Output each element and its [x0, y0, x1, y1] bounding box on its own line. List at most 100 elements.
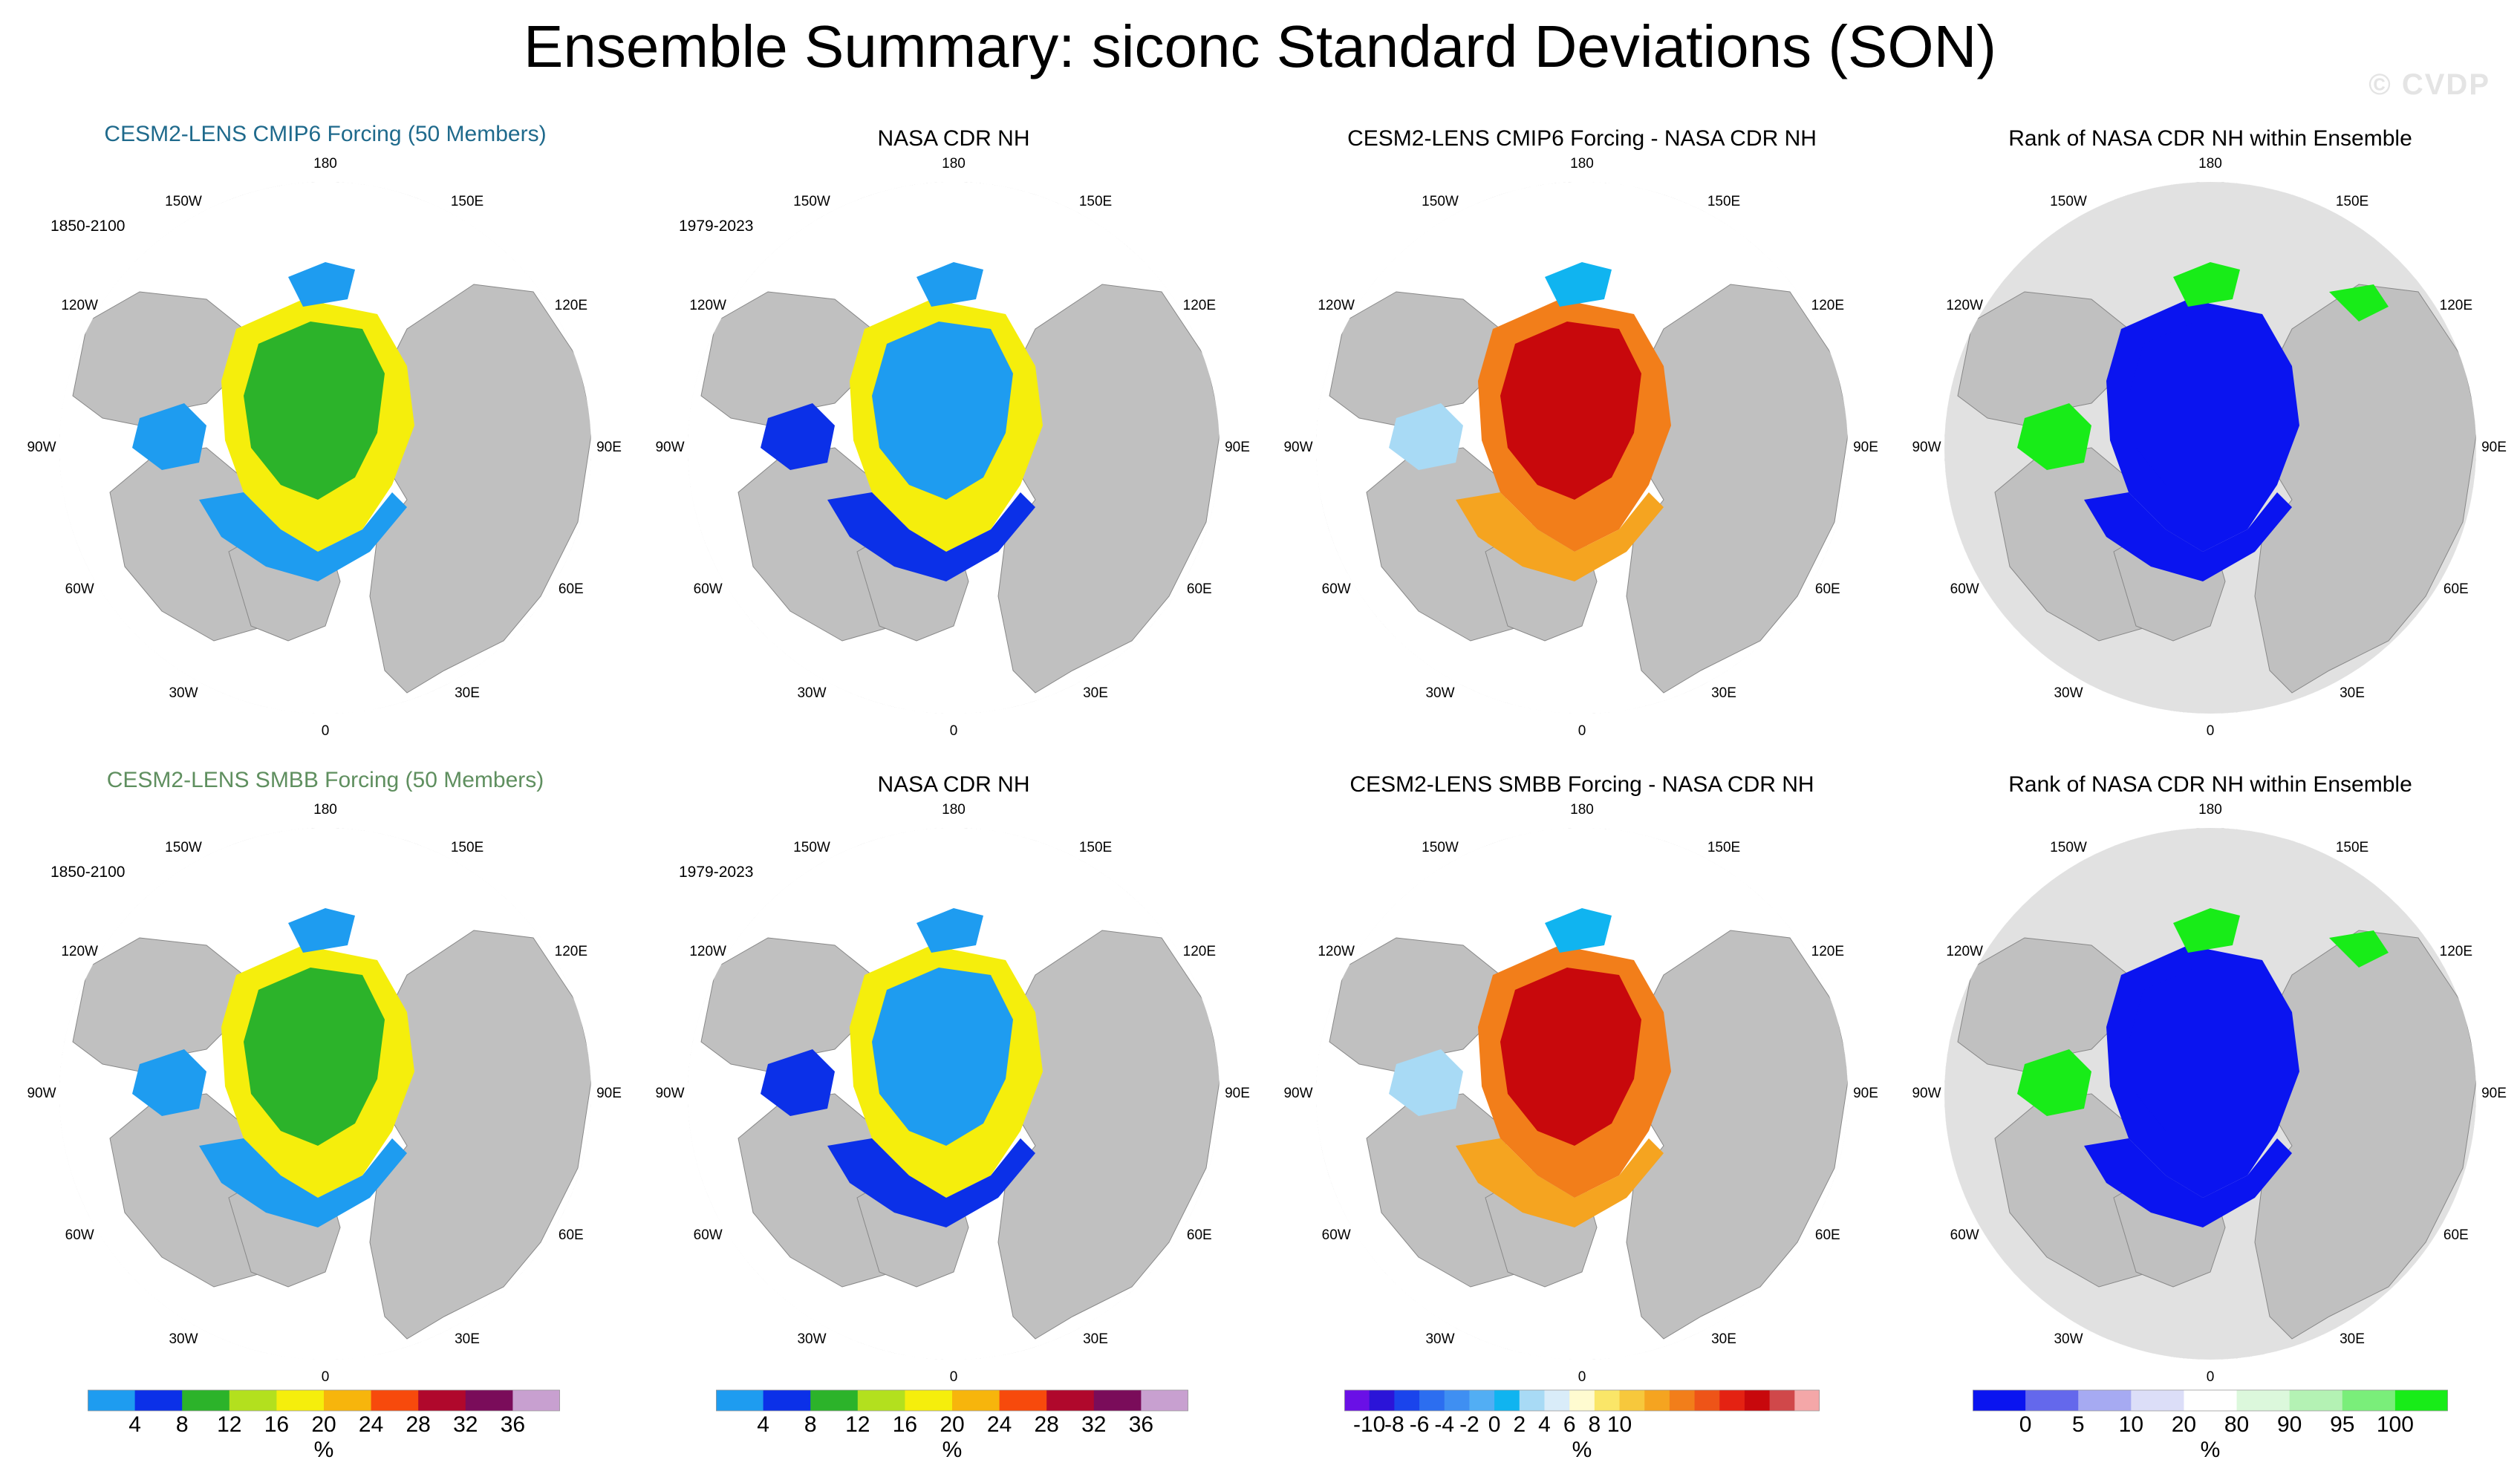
colorbar-tick: 32 — [1081, 1412, 1106, 1437]
colorbar-swatch — [905, 1390, 953, 1411]
lon-label: 150E — [1078, 194, 1113, 210]
field-bering — [1545, 908, 1612, 953]
colorbar-tick: 24 — [359, 1412, 383, 1437]
lon-label: 0 — [2206, 1369, 2215, 1385]
colorbar-tick: -2 — [1459, 1412, 1479, 1437]
colorbar-swatch — [2236, 1390, 2291, 1411]
panel-title-4: CESM2-LENS SMBB Forcing (50 Members) — [106, 768, 544, 792]
lon-label: 120E — [2439, 944, 2472, 959]
lon-label: 30E — [1711, 685, 1736, 701]
lon-label: 90W — [27, 1086, 56, 1101]
colorbar-tick: 100 — [2377, 1412, 2414, 1437]
colorbar-tick: -10 — [1353, 1412, 1385, 1437]
lon-label: 150W — [793, 840, 830, 856]
colorbar-swatch — [1569, 1390, 1595, 1411]
colorbar-tick: 12 — [845, 1412, 870, 1437]
colorbar-tick: 0 — [1488, 1412, 1501, 1437]
colorbar-swatch — [1093, 1390, 1142, 1411]
lon-label: 180 — [942, 156, 966, 172]
lon-label: 60E — [1186, 1227, 1212, 1243]
lon-label: 90E — [2481, 440, 2507, 455]
colorbar-3: 0 5 10 20 80 90 95 100% — [1973, 1389, 2449, 1463]
colorbar-swatch — [1444, 1390, 1470, 1411]
lon-label: 0 — [949, 1369, 958, 1385]
polar-map-0 — [59, 182, 591, 714]
lon-label: 60W — [65, 581, 94, 597]
lon-label: 150E — [2335, 194, 2369, 210]
lon-label: 60W — [693, 1227, 723, 1243]
lon-label: 30E — [1711, 1331, 1736, 1347]
polar-map-4 — [59, 828, 591, 1360]
land-mass — [72, 291, 244, 426]
field-chukchi — [2329, 930, 2389, 968]
colorbar-swatch — [810, 1390, 859, 1411]
lon-label: 120W — [1318, 298, 1355, 313]
polar-map-5 — [688, 828, 1220, 1360]
panel-title-2: CESM2-LENS CMIP6 Forcing - NASA CDR NH — [1347, 126, 1817, 151]
panel-title-1: NASA CDR NH — [877, 126, 1030, 151]
lon-label: 120W — [1318, 944, 1355, 959]
lon-label: 90W — [655, 1086, 685, 1101]
lon-label: 150E — [1078, 840, 1113, 856]
lon-label: 120W — [1946, 944, 1983, 959]
lon-label: 60W — [1950, 1227, 1979, 1243]
colorbar-tick: 24 — [987, 1412, 1012, 1437]
lon-label: 30W — [797, 685, 827, 701]
land-mass — [369, 284, 591, 694]
lon-label: 90W — [655, 440, 685, 455]
polar-map-6 — [1316, 828, 1848, 1360]
colorbar-tick: 20 — [2172, 1412, 2196, 1437]
land-mass — [997, 284, 1220, 694]
period-label-4: 1850-2100 — [51, 864, 126, 881]
lon-label: 90E — [596, 440, 622, 455]
colorbar-swatch — [88, 1390, 136, 1411]
field-bering — [288, 908, 355, 953]
lon-label: 60W — [65, 1227, 94, 1243]
field-core — [2129, 322, 2270, 500]
colorbar-swatch — [952, 1390, 1000, 1411]
lon-label: 30E — [1083, 1331, 1108, 1347]
colorbar-swatch — [1644, 1390, 1670, 1411]
lon-label: 60E — [1814, 581, 1840, 597]
figure-title: Ensemble Summary: siconc Standard Deviat… — [524, 13, 1996, 79]
colorbar-swatch — [1769, 1390, 1795, 1411]
colorbar-swatch — [1719, 1390, 1745, 1411]
colorbar-swatch — [2131, 1390, 2184, 1411]
colorbar-tick: 4 — [128, 1412, 141, 1437]
polar-map-1 — [688, 182, 1220, 714]
field-chukchi — [2329, 284, 2389, 322]
lon-label: 120E — [1182, 298, 1216, 313]
lon-label: 150W — [2050, 194, 2087, 210]
field-margin — [827, 492, 1035, 581]
period-label-5: 1979-2023 — [679, 864, 754, 881]
colorbar-tick: 2 — [1513, 1412, 1526, 1437]
lon-label: 90W — [27, 440, 56, 455]
lon-label: 60W — [1950, 581, 1979, 597]
colorbar-swatch — [1369, 1390, 1395, 1411]
field-bering — [2173, 262, 2240, 307]
lon-label: 60E — [558, 581, 584, 597]
field-margin — [199, 492, 407, 581]
land-mass — [72, 937, 244, 1072]
colorbar-swatch — [2289, 1390, 2343, 1411]
field-bering — [916, 262, 983, 307]
colorbar-swatch — [1619, 1390, 1645, 1411]
colorbar-tick: -4 — [1434, 1412, 1454, 1437]
land-mass — [2254, 284, 2476, 694]
colorbar-tick: 6 — [1563, 1412, 1576, 1437]
lon-label: 90W — [1283, 1086, 1313, 1101]
lon-label: 30W — [1425, 685, 1455, 701]
lon-label: 90E — [1225, 440, 1250, 455]
lon-label: 90E — [1853, 440, 1878, 455]
colorbar-tick: 28 — [406, 1412, 431, 1437]
lon-label: 60W — [693, 581, 723, 597]
field-margin — [2084, 492, 2292, 581]
colorbar-tick: 10 — [1607, 1412, 1632, 1437]
lon-label: 150E — [1707, 194, 1741, 210]
colorbar-swatch — [1141, 1390, 1189, 1411]
lon-label: 0 — [1578, 1369, 1586, 1385]
lon-label: 120W — [689, 298, 726, 313]
field-hudson — [1389, 403, 1463, 470]
lon-label: 150W — [793, 194, 830, 210]
panel-title-5: NASA CDR NH — [877, 772, 1030, 797]
